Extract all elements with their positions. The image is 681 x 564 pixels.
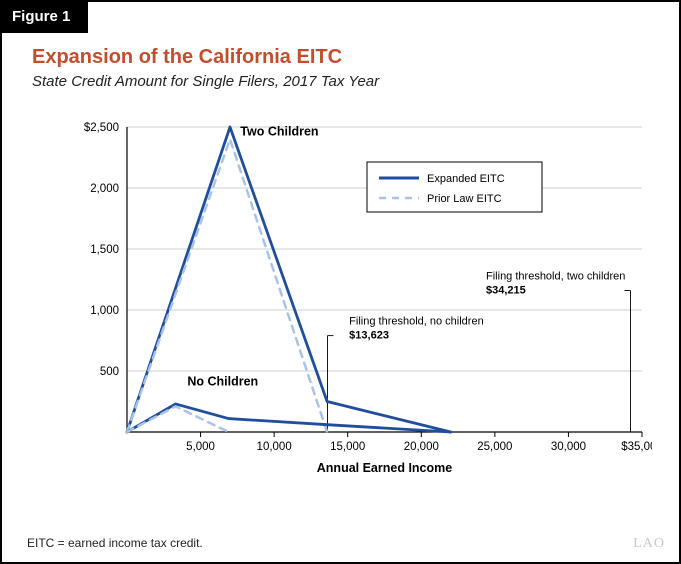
- svg-text:5,000: 5,000: [186, 441, 215, 453]
- footnote: EITC = earned income tax credit.: [27, 536, 203, 550]
- figure-container: Figure 1 Expansion of the California EIT…: [0, 0, 681, 564]
- svg-text:15,000: 15,000: [330, 441, 365, 453]
- svg-text:10,000: 10,000: [257, 441, 292, 453]
- svg-text:No Children: No Children: [187, 375, 258, 389]
- svg-text:Expanded EITC: Expanded EITC: [427, 173, 505, 185]
- svg-text:$2,500: $2,500: [84, 122, 119, 134]
- svg-text:30,000: 30,000: [551, 441, 586, 453]
- watermark: LAO: [633, 536, 665, 552]
- svg-text:$35,000: $35,000: [621, 441, 652, 453]
- svg-text:Filing threshold, two children: Filing threshold, two children: [486, 271, 625, 283]
- svg-text:Filing threshold, no children: Filing threshold, no children: [349, 316, 484, 328]
- svg-text:2,000: 2,000: [90, 183, 119, 195]
- svg-text:Annual Earned Income: Annual Earned Income: [317, 461, 452, 475]
- svg-text:25,000: 25,000: [477, 441, 512, 453]
- svg-text:Prior Law EITC: Prior Law EITC: [427, 193, 502, 205]
- svg-text:1,000: 1,000: [90, 305, 119, 317]
- plot-area: 500 1,000 1,500 2,000 $2,500 5,000 10,000 15,00…: [72, 117, 652, 487]
- svg-text:Two Children: Two Children: [240, 125, 318, 139]
- svg-text:1,500: 1,500: [90, 244, 119, 256]
- figure-tab: Figure 1: [0, 0, 88, 33]
- chart-title: Expansion of the California EITC: [32, 46, 379, 69]
- svg-text:$34,215: $34,215: [486, 285, 526, 297]
- svg-text:$13,623: $13,623: [349, 330, 389, 342]
- chart-subtitle: State Credit Amount for Single Filers, 2…: [32, 73, 379, 90]
- title-block: Expansion of the California EITC State C…: [32, 46, 379, 90]
- svg-text:500: 500: [100, 366, 119, 378]
- chart-svg: 500 1,000 1,500 2,000 $2,500 5,000 10,000 15,00…: [72, 117, 652, 487]
- svg-text:20,000: 20,000: [404, 441, 439, 453]
